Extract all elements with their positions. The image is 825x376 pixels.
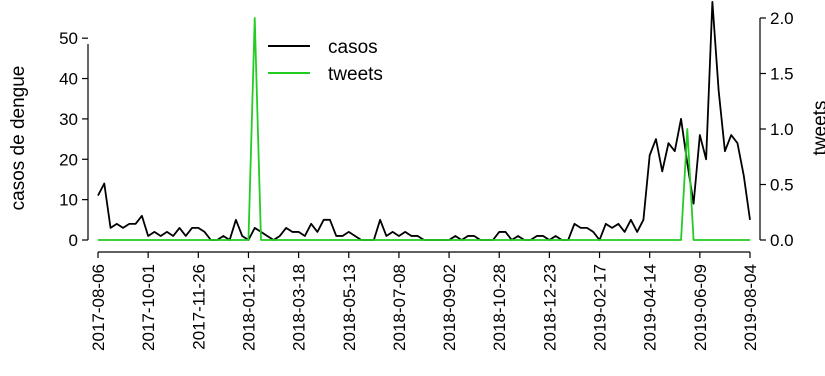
x-tick-label: 2019-06-09	[691, 264, 710, 351]
x-tick-label: 2018-07-08	[390, 264, 409, 351]
x-tick-label: 2017-08-06	[89, 264, 108, 351]
x-tick-label: 2018-05-13	[340, 264, 359, 351]
right-tick-label: 1.0	[770, 120, 794, 139]
x-tick-label: 2018-09-02	[440, 264, 459, 351]
x-tick-label: 2019-04-14	[641, 264, 660, 351]
series-line-tweets	[98, 17, 750, 241]
right-tick-label: 0.0	[770, 231, 794, 250]
x-tick-label: 2018-01-21	[239, 264, 258, 351]
left-tick-label: 30	[59, 110, 78, 129]
legend-label-tweets: tweets	[328, 64, 383, 85]
left-tick-label: 40	[59, 70, 78, 89]
left-tick-label: 10	[59, 191, 78, 210]
legend: casos tweets	[268, 37, 383, 85]
series-line-casos	[97, 0, 751, 241]
x-tick-label: 2019-08-04	[741, 264, 760, 351]
legend-label-casos: casos	[328, 37, 378, 58]
x-tick-label: 2018-12-23	[540, 264, 559, 351]
left-tick-label: 50	[59, 29, 78, 48]
right-tick-label: 0.5	[770, 176, 794, 195]
x-tick-label: 2017-11-26	[189, 264, 208, 350]
right-tick-label: 1.5	[770, 65, 794, 84]
plot-area	[97, 0, 751, 241]
left-tick-label: 20	[59, 150, 78, 169]
x-tick-label: 2018-03-18	[290, 264, 309, 351]
x-tick-label: 2017-10-01	[139, 264, 158, 351]
left-tick-label: 0	[69, 231, 78, 250]
right-axis-label: tweets	[810, 101, 825, 156]
left-axis-label: casos de dengue	[8, 66, 29, 211]
right-tick-label: 2.0	[770, 9, 794, 28]
x-tick-label: 2018-10-28	[490, 264, 509, 351]
x-tick-label: 2019-02-17	[591, 264, 610, 351]
